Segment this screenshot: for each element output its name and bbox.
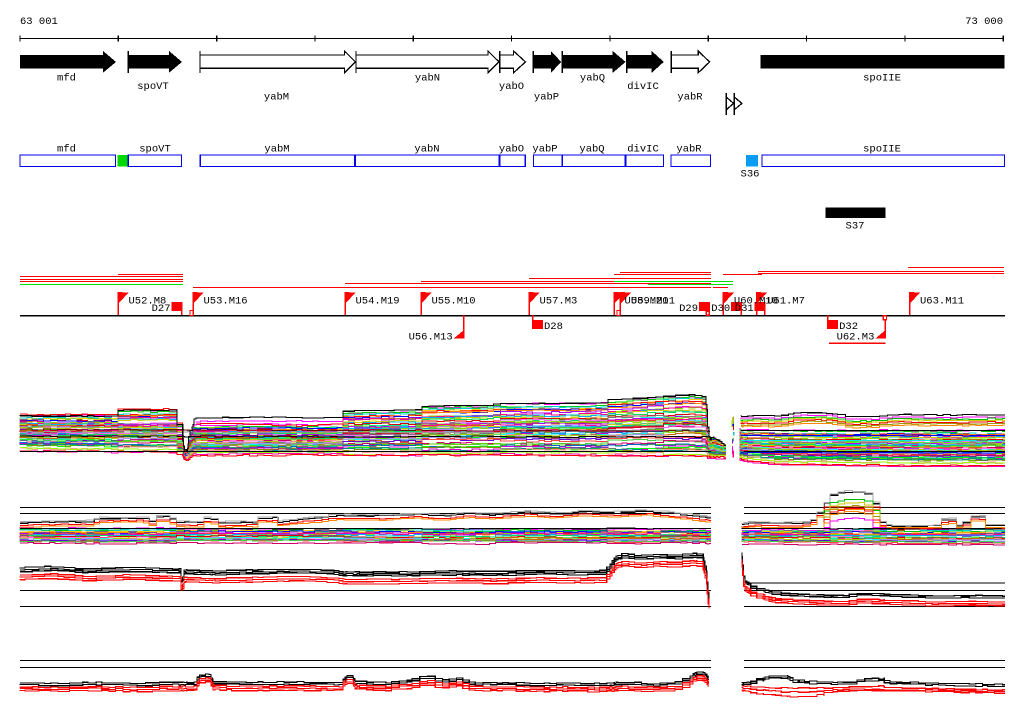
svg-text:yabO: yabO: [499, 144, 524, 156]
svg-text:D27: D27: [152, 303, 171, 315]
svg-text:yabQ: yabQ: [580, 73, 605, 85]
svg-text:D31: D31: [735, 303, 754, 315]
svg-text:yabP: yabP: [534, 92, 559, 104]
svg-text:U61.M7: U61.M7: [767, 296, 805, 308]
svg-text:yabP: yabP: [532, 144, 557, 156]
svg-text:U60.M10: U60.M10: [734, 296, 778, 308]
svg-text:divIC: divIC: [627, 81, 659, 93]
svg-text:U55.M10: U55.M10: [432, 296, 476, 308]
svg-text:spoVT: spoVT: [137, 81, 169, 93]
svg-text:divIC: divIC: [627, 144, 659, 156]
svg-text:spoVT: spoVT: [139, 144, 171, 156]
svg-text:U57.M3: U57.M3: [540, 296, 578, 308]
svg-text:spoIIE: spoIIE: [863, 144, 901, 156]
svg-text:D29: D29: [679, 303, 698, 315]
svg-text:U59.M01: U59.M01: [631, 296, 675, 308]
svg-text:D30: D30: [711, 303, 730, 315]
svg-text:S37: S37: [846, 221, 865, 233]
svg-text:73 000: 73 000: [965, 16, 1003, 28]
svg-text:63 001: 63 001: [20, 16, 58, 28]
svg-text:mfd: mfd: [57, 144, 76, 156]
svg-text:yabR: yabR: [676, 144, 702, 156]
svg-text:U62.M3: U62.M3: [837, 332, 875, 344]
svg-text:U63.M11: U63.M11: [920, 296, 964, 308]
svg-text:D32: D32: [839, 321, 858, 333]
svg-text:yabQ: yabQ: [579, 144, 604, 156]
svg-text:yabM: yabM: [264, 144, 289, 156]
svg-text:yabN: yabN: [414, 144, 439, 156]
svg-text:yabO: yabO: [499, 81, 524, 93]
svg-text:spoIIE: spoIIE: [863, 73, 901, 85]
svg-text:yabN: yabN: [415, 73, 440, 85]
svg-text:U54.M19: U54.M19: [356, 296, 400, 308]
svg-text:U58.M21: U58.M21: [625, 296, 669, 308]
svg-text:S36: S36: [741, 169, 760, 181]
svg-text:U56.M13: U56.M13: [409, 332, 453, 344]
svg-text:D28: D28: [544, 321, 563, 333]
svg-text:yabM: yabM: [264, 92, 289, 104]
svg-text:U53.M16: U53.M16: [204, 296, 248, 308]
svg-text:yabR: yabR: [677, 92, 703, 104]
svg-text:mfd: mfd: [57, 73, 76, 85]
svg-text:U52.M8: U52.M8: [129, 296, 167, 308]
